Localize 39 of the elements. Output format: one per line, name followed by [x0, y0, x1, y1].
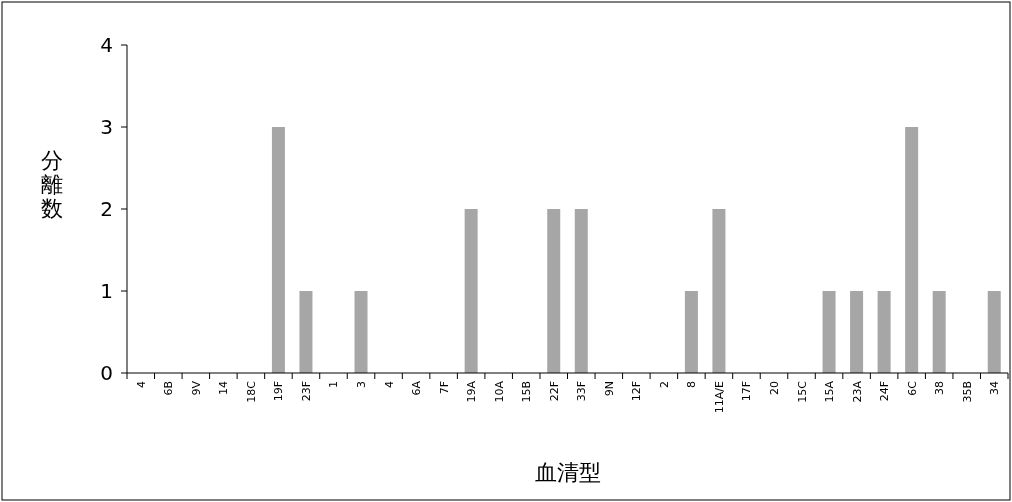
ytick: 1: [100, 279, 113, 303]
x-tick-label: 11A/E: [712, 380, 726, 414]
x-tick-label: 1: [327, 381, 341, 388]
x-tick-label: 10A: [492, 380, 506, 403]
y-axis-title: 分離数: [41, 148, 63, 221]
x-tick-label: 20: [767, 381, 781, 395]
x-tick-label: 15B: [520, 381, 534, 403]
x-tick-label: 19F: [272, 381, 286, 402]
x-tick-label: 17F: [740, 381, 754, 402]
x-tick-label: 23F: [299, 381, 313, 402]
x-tick-label: 38: [933, 381, 947, 395]
ytick: 4: [100, 33, 113, 57]
ytick: 0: [100, 361, 113, 385]
x-tick-label: 15A: [823, 380, 837, 403]
x-tick-label: 4: [134, 381, 148, 388]
x-tick-label: 12F: [630, 381, 644, 402]
x-tick-label: 14: [217, 381, 231, 395]
x-tick-label: 23A: [850, 380, 864, 403]
x-tick-label: 35B: [960, 381, 974, 403]
x-tick-label: 8: [685, 381, 699, 388]
x-tick-label: 9V: [189, 380, 203, 396]
x-tick-label: 3: [355, 381, 369, 388]
ytick: 2: [100, 197, 113, 221]
x-tick-label: 2: [657, 381, 671, 388]
x-tick-label: 6A: [410, 380, 424, 396]
x-tick-label: 6C: [905, 380, 919, 396]
x-tick-label: 19A: [465, 380, 479, 403]
x-tick-label: 9N: [602, 381, 616, 397]
x-tick-label: 15C: [795, 380, 809, 403]
x-tick-label: 22F: [547, 381, 561, 402]
x-tick-label: 4: [382, 381, 396, 388]
x-axis-title: 血清型: [534, 460, 601, 485]
x-tick-label: 18C: [244, 380, 258, 403]
ytick: 3: [100, 115, 113, 139]
x-tick-label: 24F: [878, 381, 892, 402]
x-tick-label: 6B: [162, 381, 176, 396]
x-tick-label: 34: [988, 381, 1002, 395]
x-tick-label: 33F: [575, 381, 589, 402]
x-tick-label: 7F: [437, 381, 451, 395]
